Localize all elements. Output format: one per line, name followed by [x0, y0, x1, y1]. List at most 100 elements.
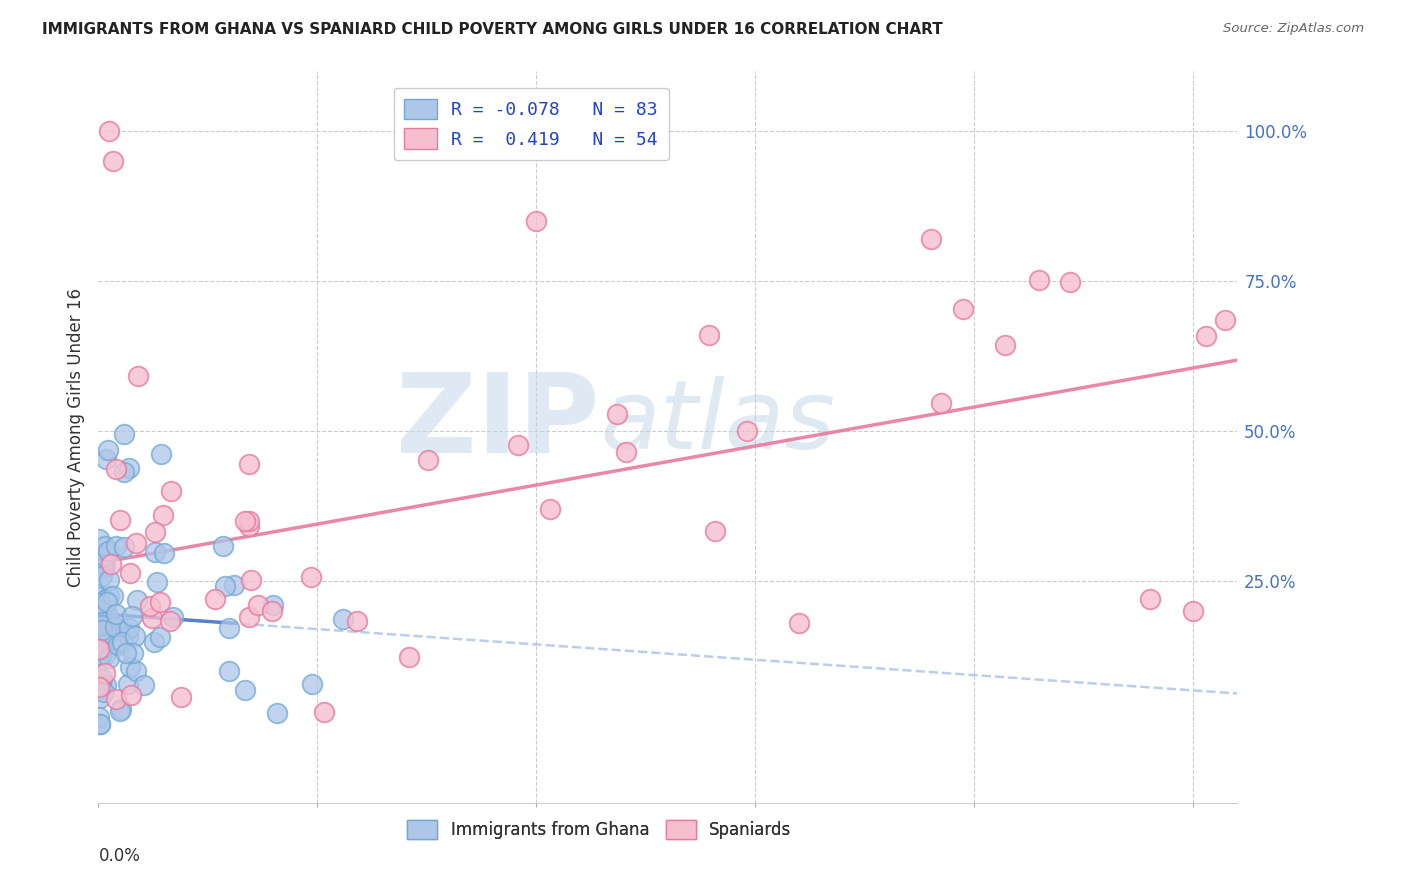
Point	[162, 610, 184, 624]
Point	[94, 558, 117, 573]
Point	[117, 677, 139, 691]
Point	[110, 702, 132, 716]
Point	[89, 607, 111, 621]
Point	[240, 573, 263, 587]
Point	[118, 460, 141, 475]
Point	[94, 631, 117, 645]
Point	[93, 549, 115, 564]
Point	[90, 648, 112, 663]
Y-axis label: Child Poverty Among Girls Under 16: Child Poverty Among Girls Under 16	[66, 287, 84, 587]
Point	[125, 536, 148, 550]
Point	[87, 710, 110, 724]
Point	[538, 502, 561, 516]
Point	[346, 614, 368, 628]
Point	[94, 539, 117, 553]
Point	[141, 611, 163, 625]
Point	[312, 705, 335, 719]
Point	[152, 546, 174, 560]
Point	[952, 301, 974, 316]
Point	[100, 558, 122, 572]
Point	[91, 613, 114, 627]
Point	[139, 599, 162, 613]
Point	[112, 426, 135, 441]
Point	[1028, 273, 1050, 287]
Point	[238, 519, 260, 533]
Point	[121, 646, 143, 660]
Point	[418, 453, 440, 467]
Text: IMMIGRANTS FROM GHANA VS SPANIARD CHILD POVERTY AMONG GIRLS UNDER 16 CORRELATION: IMMIGRANTS FROM GHANA VS SPANIARD CHILD …	[42, 22, 943, 37]
Point	[93, 615, 115, 629]
Point	[301, 677, 323, 691]
Point	[127, 593, 149, 607]
Point	[149, 630, 172, 644]
Point	[132, 678, 155, 692]
Point	[111, 634, 134, 648]
Point	[204, 591, 226, 606]
Point	[149, 595, 172, 609]
Point	[149, 447, 172, 461]
Point	[105, 692, 128, 706]
Point	[159, 614, 181, 628]
Point	[152, 508, 174, 522]
Point	[1195, 329, 1218, 343]
Point	[143, 524, 166, 539]
Point	[101, 590, 124, 604]
Point	[145, 545, 167, 559]
Point	[90, 618, 112, 632]
Point	[98, 124, 121, 138]
Point	[101, 154, 124, 169]
Point	[94, 665, 117, 680]
Point	[112, 465, 135, 479]
Point	[97, 650, 120, 665]
Point	[96, 678, 118, 692]
Point	[97, 573, 120, 587]
Point	[89, 642, 111, 657]
Point	[97, 544, 120, 558]
Point	[121, 608, 143, 623]
Point	[115, 646, 138, 660]
Point	[218, 621, 240, 635]
Point	[118, 621, 141, 635]
Text: Source: ZipAtlas.com: Source: ZipAtlas.com	[1223, 22, 1364, 36]
Point	[929, 396, 952, 410]
Point	[89, 716, 111, 731]
Point	[120, 689, 142, 703]
Point	[262, 598, 284, 612]
Point	[114, 625, 136, 640]
Point	[920, 232, 942, 246]
Point	[112, 540, 135, 554]
Point	[105, 461, 128, 475]
Point	[120, 659, 142, 673]
Point	[90, 673, 112, 687]
Point	[87, 680, 110, 694]
Point	[105, 607, 128, 622]
Point	[87, 654, 110, 668]
Point	[124, 629, 146, 643]
Point	[89, 619, 111, 633]
Point	[606, 407, 628, 421]
Point	[238, 610, 260, 624]
Point	[1139, 591, 1161, 606]
Point	[94, 648, 117, 662]
Point	[145, 575, 167, 590]
Legend: Immigrants from Ghana, Spaniards: Immigrants from Ghana, Spaniards	[401, 814, 799, 846]
Point	[104, 539, 127, 553]
Point	[96, 625, 118, 640]
Point	[1059, 275, 1081, 289]
Point	[508, 438, 530, 452]
Text: atlas: atlas	[599, 376, 835, 469]
Point	[93, 685, 115, 699]
Point	[89, 717, 111, 731]
Point	[118, 566, 141, 580]
Point	[789, 615, 811, 630]
Point	[91, 569, 114, 583]
Point	[211, 539, 233, 553]
Point	[994, 337, 1017, 351]
Point	[91, 624, 114, 638]
Point	[117, 629, 139, 643]
Point	[96, 452, 118, 467]
Point	[96, 443, 118, 458]
Text: 0.0%: 0.0%	[98, 847, 141, 864]
Point	[222, 578, 245, 592]
Point	[127, 369, 149, 384]
